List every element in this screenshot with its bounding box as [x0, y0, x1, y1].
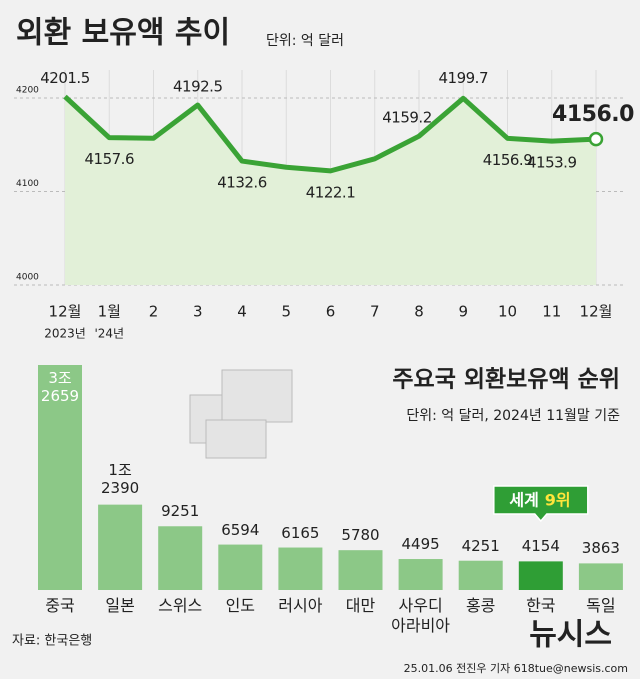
unit-label: 단위: 억 달러 — [266, 33, 344, 49]
data-label: 4132.6 — [217, 174, 267, 192]
x-tick-label: 6 — [326, 303, 336, 321]
y-tick-label: 4200 — [16, 86, 39, 96]
bar — [98, 504, 143, 590]
data-label: 4156.9 — [483, 151, 533, 169]
data-label: 4153.9 — [527, 154, 577, 172]
data-label: 4251 — [461, 536, 500, 555]
x-sublabel: '24년 — [94, 327, 124, 341]
y-tick-label: 4100 — [16, 179, 39, 189]
x-tick-label: 중국 — [45, 596, 75, 615]
chart-title: 주요국 외환보유액 순위 — [392, 367, 620, 393]
bar — [158, 526, 203, 590]
data-label: 4122.1 — [306, 183, 356, 201]
data-label: 6594 — [221, 520, 260, 539]
x-tick-label: 대만 — [345, 596, 376, 615]
x-tick-label: 인도 — [225, 596, 256, 615]
bar — [278, 547, 323, 590]
bar — [398, 559, 443, 590]
callout-rank: 9위 — [545, 491, 571, 510]
chart-title: 외환 보유액 추이 — [16, 16, 230, 51]
x-tick-label: 러시아 — [278, 596, 323, 615]
data-label: 3조 2659 — [40, 369, 80, 405]
x-tick-label: 9 — [458, 303, 468, 321]
x-tick-label: 8 — [414, 303, 424, 321]
line — [63, 94, 597, 174]
callout: 세계 — [509, 491, 538, 510]
data-label: 4157.6 — [85, 150, 135, 168]
bar — [338, 550, 383, 590]
credit: 25.01.06 전진우 기자 618tue@newsis.com — [404, 662, 628, 675]
data-label: 6165 — [281, 523, 320, 542]
x-tick-label: 10 — [498, 303, 517, 321]
data-label: 5780 — [341, 526, 380, 545]
x-tick-label: 2 — [149, 303, 159, 321]
data-label: 4201.5 — [40, 69, 90, 87]
data-label: 4159.2 — [382, 109, 432, 127]
data-label: 4199.7 — [439, 69, 489, 87]
bar — [38, 365, 82, 590]
x-tick-label: 스위스 — [158, 596, 203, 615]
bar — [458, 560, 503, 590]
x-tick-label: 4 — [237, 303, 247, 321]
data-label: 1조 2390 — [101, 460, 140, 497]
x-tick-label: 1월 — [98, 303, 121, 321]
x-tick-label: 3 — [193, 303, 203, 321]
x-tick-label: 12월 — [580, 303, 613, 321]
data-label: 4156.0 — [552, 102, 634, 127]
money-illustration — [189, 369, 293, 459]
x-tick-label: 독일 — [586, 596, 616, 615]
bar — [518, 561, 563, 590]
data-label: 9251 — [161, 502, 200, 521]
data-label: 4192.5 — [173, 78, 223, 96]
x-tick-label: 한국 — [526, 596, 556, 615]
source: 자료: 한국은행 — [12, 633, 92, 649]
x-sublabel: 2023년 — [44, 327, 86, 341]
logo: 뉴시스 — [529, 618, 612, 653]
data-label: 3863 — [581, 539, 620, 558]
y-tick-label: 4000 — [16, 273, 39, 283]
x-tick-label: 일본 — [105, 596, 135, 615]
callout-box — [493, 485, 589, 523]
x-tick-label: 5 — [281, 303, 291, 321]
bar — [578, 563, 623, 590]
bar — [218, 544, 263, 590]
x-tick-label: 12월 — [49, 303, 82, 321]
data-label: 4154 — [521, 537, 560, 556]
end-marker — [588, 131, 604, 147]
unit-label: 단위: 억 달러, 2024년 11월말 기준 — [406, 408, 620, 424]
x-tick-label: 홍콩 — [465, 596, 496, 615]
x-tick-label: 사우디 아라비아 — [391, 596, 451, 635]
data-label: 4495 — [401, 535, 440, 554]
x-tick-label: 11 — [542, 303, 561, 321]
area — [65, 96, 596, 286]
x-tick-label: 7 — [370, 303, 380, 321]
